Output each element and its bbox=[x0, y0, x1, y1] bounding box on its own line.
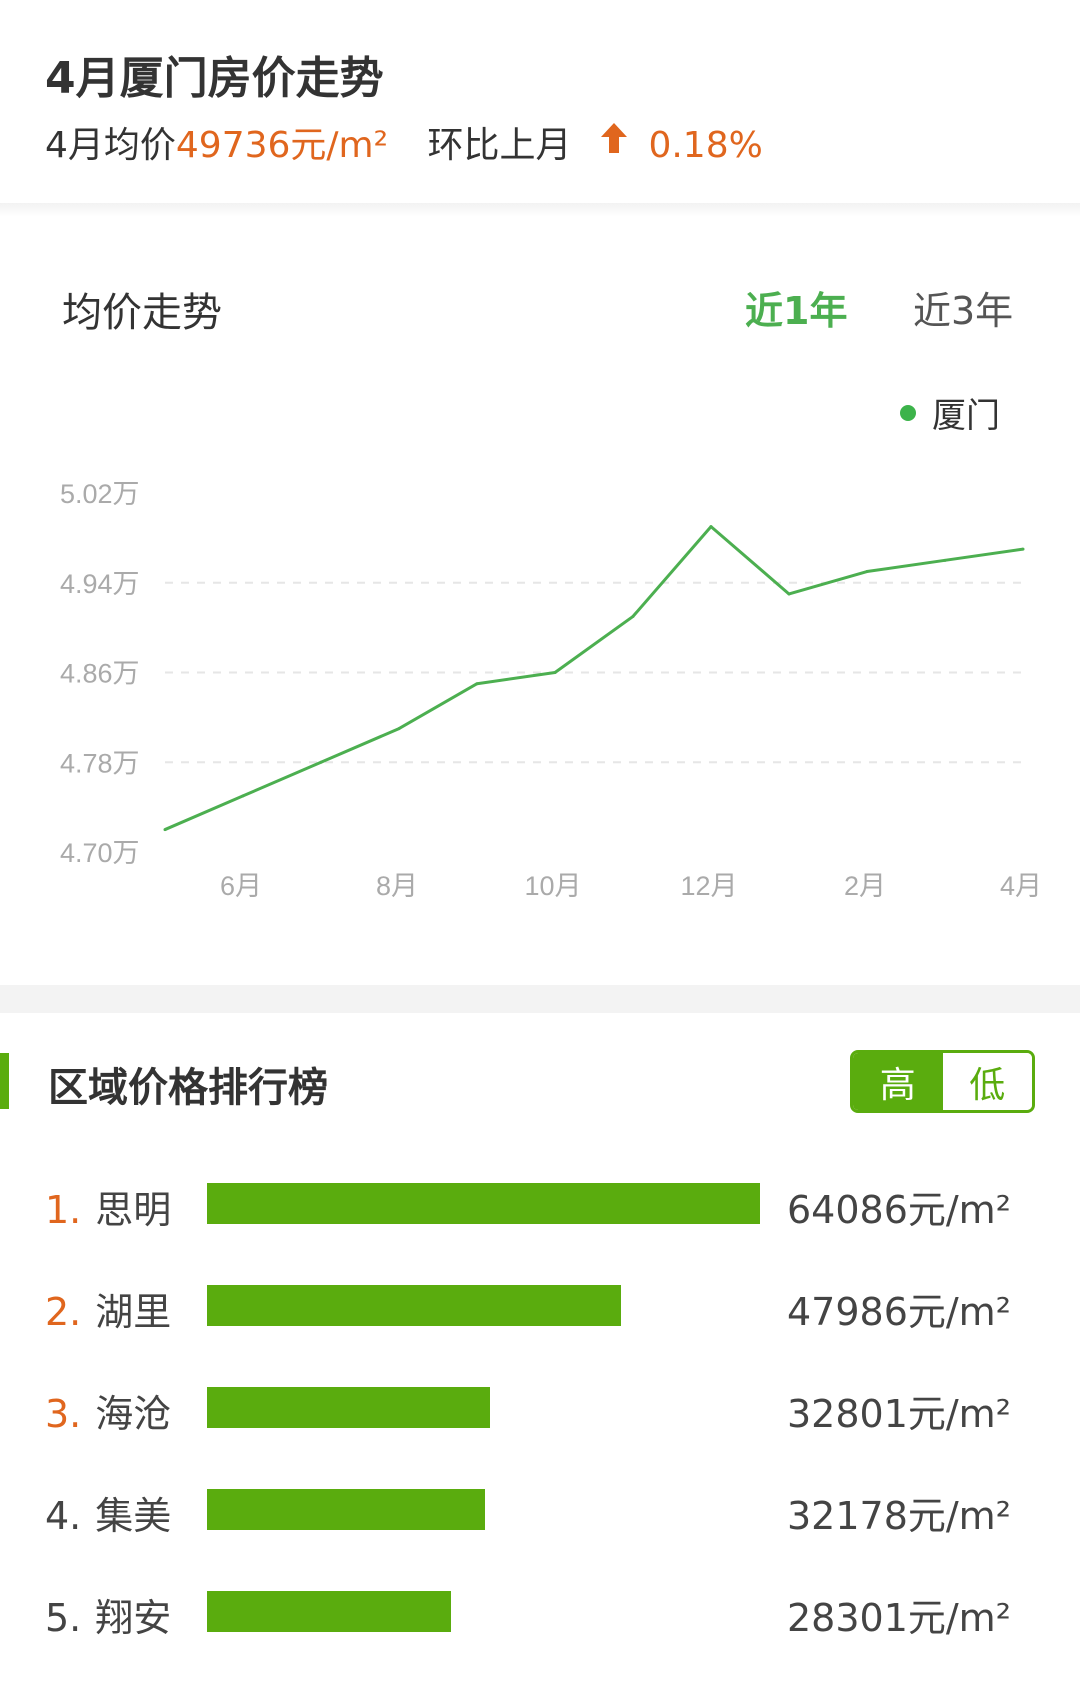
price-bar bbox=[207, 1387, 491, 1428]
sort-low-button[interactable]: 低 bbox=[942, 1053, 1032, 1110]
rank-number: 4. bbox=[45, 1494, 82, 1538]
district-name: 海沧 bbox=[95, 1392, 172, 1436]
y-tick-label: 4.70万 bbox=[60, 838, 140, 868]
rank-number: 5. bbox=[45, 1596, 82, 1640]
district-label: 3. 海沧 bbox=[45, 1383, 171, 1438]
data-point bbox=[319, 760, 323, 764]
rank-number: 1. bbox=[45, 1188, 82, 1232]
tab-1-year[interactable]: 近1年 bbox=[745, 289, 848, 333]
sort-toggle[interactable]: 高 低 bbox=[850, 1050, 1035, 1113]
y-tick-label: 4.94万 bbox=[60, 569, 140, 599]
sort-high-button[interactable]: 高 bbox=[853, 1053, 943, 1110]
mom-value: 0.18% bbox=[648, 125, 763, 166]
data-point bbox=[943, 558, 947, 562]
trend-title: 均价走势 bbox=[62, 290, 222, 336]
x-tick-label: 6月 bbox=[220, 871, 262, 901]
mom-label: 环比上月 bbox=[427, 125, 572, 166]
rank-number: 2. bbox=[45, 1290, 82, 1334]
chart-legend: 厦门 bbox=[900, 388, 1000, 437]
section-accent bbox=[0, 1053, 9, 1109]
ranking-title: 区域价格排行榜 bbox=[48, 1065, 328, 1111]
avg-value: 49736元/m² bbox=[175, 125, 389, 166]
x-tick-label: 8月 bbox=[376, 871, 418, 901]
price-bar bbox=[207, 1183, 760, 1224]
data-point bbox=[553, 671, 557, 674]
ranking-row[interactable]: 5. 翔安 28301元/m² bbox=[0, 1581, 1080, 1641]
data-point bbox=[865, 570, 869, 574]
data-point bbox=[475, 682, 479, 686]
legend-dot-icon bbox=[900, 404, 916, 421]
x-tick-label: 10月 bbox=[524, 871, 581, 901]
series-line bbox=[164, 525, 1024, 831]
district-label: 5. 翔安 bbox=[45, 1587, 171, 1642]
data-point bbox=[631, 614, 635, 618]
data-point bbox=[241, 794, 245, 798]
price-value: 32178元/m² bbox=[787, 1494, 1011, 1538]
divider bbox=[0, 985, 1080, 1013]
district-label: 2. 湖里 bbox=[45, 1281, 171, 1336]
y-tick-label: 5.02万 bbox=[60, 479, 140, 509]
price-bar bbox=[207, 1591, 452, 1632]
tab-3-year[interactable]: 近3年 bbox=[913, 289, 1014, 333]
data-point bbox=[787, 592, 791, 596]
price-trend-chart: 5.02万 4.94万 4.86万 4.78万 4.70万 6月 8月 10月 12月 2月 4月 bbox=[60, 479, 1042, 901]
avg-label: 4月均价 bbox=[45, 125, 176, 166]
price-value: 64086元/m² bbox=[787, 1188, 1011, 1232]
page-title: 4月厦门房价走势 bbox=[45, 53, 384, 104]
divider bbox=[0, 203, 1080, 217]
price-value: 47986元/m² bbox=[787, 1290, 1011, 1334]
ranking-row[interactable]: 4. 集美 32178元/m² bbox=[0, 1479, 1080, 1539]
x-tick-label: 4月 bbox=[1000, 871, 1042, 901]
district-name: 翔安 bbox=[95, 1596, 172, 1640]
y-tick-label: 4.78万 bbox=[60, 748, 140, 778]
price-value: 28301元/m² bbox=[787, 1596, 1011, 1640]
data-point bbox=[1021, 547, 1025, 551]
data-point bbox=[397, 727, 401, 731]
rank-number: 3. bbox=[45, 1392, 82, 1436]
district-label: 4. 集美 bbox=[45, 1485, 171, 1540]
price-summary: 4月均价49736元/m² 环比上月 0.18% bbox=[45, 116, 763, 168]
price-value: 32801元/m² bbox=[787, 1392, 1011, 1436]
data-point bbox=[709, 525, 713, 529]
price-bar bbox=[207, 1285, 622, 1326]
district-name: 集美 bbox=[95, 1494, 172, 1538]
ranking-row[interactable]: 2. 湖里 47986元/m² bbox=[0, 1275, 1080, 1335]
x-tick-label: 12月 bbox=[680, 871, 737, 901]
legend-label: 厦门 bbox=[932, 396, 1000, 436]
district-name: 湖里 bbox=[95, 1290, 172, 1334]
arrow-up-icon bbox=[600, 123, 627, 166]
district-label: 1. 思明 bbox=[45, 1179, 171, 1234]
ranking-row[interactable]: 3. 海沧 32801元/m² bbox=[0, 1377, 1080, 1437]
ranking-row[interactable]: 1. 思明 64086元/m² bbox=[0, 1173, 1080, 1233]
price-bar bbox=[207, 1489, 485, 1530]
y-tick-label: 4.86万 bbox=[60, 659, 140, 689]
data-point bbox=[163, 828, 167, 832]
district-name: 思明 bbox=[95, 1188, 172, 1232]
x-tick-label: 2月 bbox=[844, 871, 886, 901]
